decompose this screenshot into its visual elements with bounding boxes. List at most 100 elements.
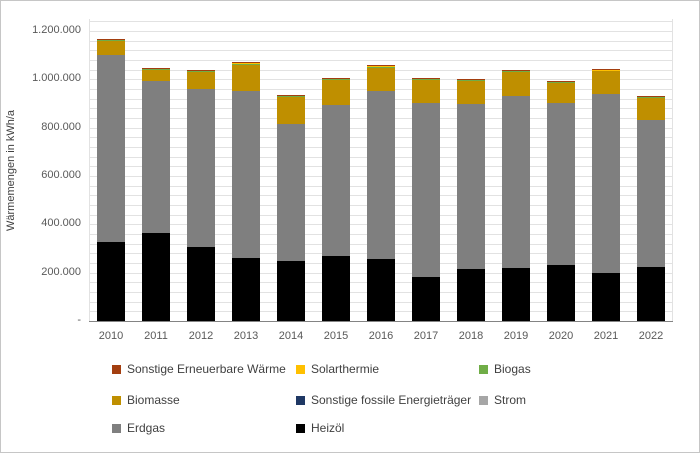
x-tick-label: 2015 <box>323 330 349 342</box>
x-tick-label: 2014 <box>278 330 304 342</box>
x-tick-label: 2022 <box>638 330 664 342</box>
bar-segment-erdgas <box>502 96 530 268</box>
legend-label: Solarthermie <box>311 362 380 376</box>
legend-label: Heizöl <box>311 421 345 435</box>
bar-segment-biomasse <box>187 72 215 89</box>
bar-segment-sonstige-erneuerbare-w-rme <box>277 95 305 96</box>
bar-segment-biomasse <box>547 83 575 103</box>
legend-item-sonstige-fossile-energietr-ger: Sonstige fossile Energieträger <box>296 393 471 407</box>
bar-segment-sonstige-erneuerbare-w-rme <box>367 65 395 66</box>
legend-item-biogas: Biogas <box>479 362 531 376</box>
y-tick-label: 200.000 <box>41 266 81 278</box>
gridline <box>89 31 673 32</box>
bar-segment-biomasse <box>592 71 620 94</box>
y-tick-label: 600.000 <box>41 169 81 181</box>
bar-segment-erdgas <box>97 55 125 242</box>
bar-segment-erdgas <box>547 103 575 265</box>
bar-segment-biomasse <box>277 97 305 124</box>
x-tick-label: 2013 <box>233 330 259 342</box>
bar-segment-biogas <box>187 71 215 72</box>
x-tick-label: 2020 <box>548 330 574 342</box>
bar-segment-erdgas <box>277 124 305 261</box>
bar-segment-erdgas <box>412 103 440 277</box>
legend-label: Sonstige fossile Energieträger <box>311 393 472 407</box>
bar-segment-biogas <box>322 79 350 80</box>
bar-segment-heiz-l <box>142 233 170 321</box>
bar-group-2020 <box>547 19 575 321</box>
legend-label: Biomasse <box>127 393 180 407</box>
bar-segment-sonstige-erneuerbare-w-rme <box>97 39 125 40</box>
bar-group-2012 <box>187 19 215 321</box>
legend-item-erdgas: Erdgas <box>112 421 165 435</box>
bar-segment-erdgas <box>367 91 395 259</box>
gridline <box>89 50 673 51</box>
legend-swatch-icon <box>112 423 121 433</box>
bar-segment-biogas <box>277 96 305 97</box>
bar-segment-biogas <box>142 69 170 70</box>
bar-segment-sonstige-erneuerbare-w-rme <box>637 96 665 97</box>
bar-segment-heiz-l <box>412 277 440 321</box>
bar-group-2019 <box>502 19 530 321</box>
y-tick-label: 1.200.000 <box>32 24 81 36</box>
bar-segment-biomasse <box>637 98 665 120</box>
bar-segment-biogas <box>637 97 665 98</box>
bar-segment-biomasse <box>322 80 350 105</box>
bar-segment-heiz-l <box>502 268 530 321</box>
bar-segment-biogas <box>367 67 395 68</box>
legend-swatch-icon <box>479 395 488 405</box>
legend-swatch-icon <box>479 364 488 374</box>
x-tick-label: 2021 <box>593 330 619 342</box>
bar-group-2015 <box>322 19 350 321</box>
x-tick-label: 2019 <box>503 330 529 342</box>
bar-segment-biomasse <box>412 80 440 103</box>
bar-segment-biogas <box>547 82 575 83</box>
bar-segment-erdgas <box>322 105 350 256</box>
bar-segment-biomasse <box>97 41 125 55</box>
legend-swatch-icon <box>296 423 305 433</box>
bar-segment-heiz-l <box>187 247 215 321</box>
bar-segment-biogas <box>232 64 260 65</box>
bar-segment-biogas <box>412 79 440 80</box>
bar-group-2013 <box>232 19 260 321</box>
bar-segment-sonstige-erneuerbare-w-rme <box>322 78 350 79</box>
bar-group-2017 <box>412 19 440 321</box>
bar-segment-erdgas <box>187 89 215 247</box>
bar-segment-erdgas <box>142 81 170 233</box>
bar-segment-sonstige-erneuerbare-w-rme <box>502 70 530 71</box>
plot-border-line <box>672 19 673 321</box>
bar-segment-heiz-l <box>322 256 350 321</box>
bar-segment-heiz-l <box>277 261 305 321</box>
legend-item-heiz-l: Heizöl <box>296 421 344 435</box>
bar-segment-heiz-l <box>547 265 575 321</box>
legend-item-sonstige-erneuerbare-w-rme: Sonstige Erneuerbare Wärme <box>112 362 286 376</box>
x-tick-label: 2017 <box>413 330 439 342</box>
bar-segment-erdgas <box>592 94 620 273</box>
bar-segment-sonstige-erneuerbare-w-rme <box>142 68 170 69</box>
gridline <box>89 41 673 42</box>
y-tick-label: 400.000 <box>41 217 81 229</box>
plot-border-line <box>89 19 90 321</box>
bar-segment-biogas <box>457 80 485 81</box>
bar-segment-solarthermie <box>232 63 260 64</box>
legend-swatch-icon <box>296 364 305 374</box>
bar-segment-heiz-l <box>457 269 485 321</box>
bar-group-2021 <box>592 19 620 321</box>
legend-label: Strom <box>494 393 527 407</box>
y-tick-label: 1.000.000 <box>32 72 81 84</box>
bar-segment-biomasse <box>367 68 395 91</box>
legend-item-solarthermie: Solarthermie <box>296 362 379 376</box>
x-tick-label: 2012 <box>188 330 214 342</box>
bar-segment-solarthermie <box>592 70 620 71</box>
bar-group-2016 <box>367 19 395 321</box>
bar-segment-sonstige-erneuerbare-w-rme <box>232 62 260 63</box>
bar-segment-solarthermie <box>367 66 395 67</box>
bar-segment-biogas <box>502 71 530 72</box>
bar-group-2022 <box>637 19 665 321</box>
bar-group-2010 <box>97 19 125 321</box>
legend-label: Sonstige Erneuerbare Wärme <box>127 362 286 376</box>
bar-segment-biogas <box>97 40 125 41</box>
bar-group-2018 <box>457 19 485 321</box>
bar-group-2014 <box>277 19 305 321</box>
y-tick-label: 800.000 <box>41 121 81 133</box>
